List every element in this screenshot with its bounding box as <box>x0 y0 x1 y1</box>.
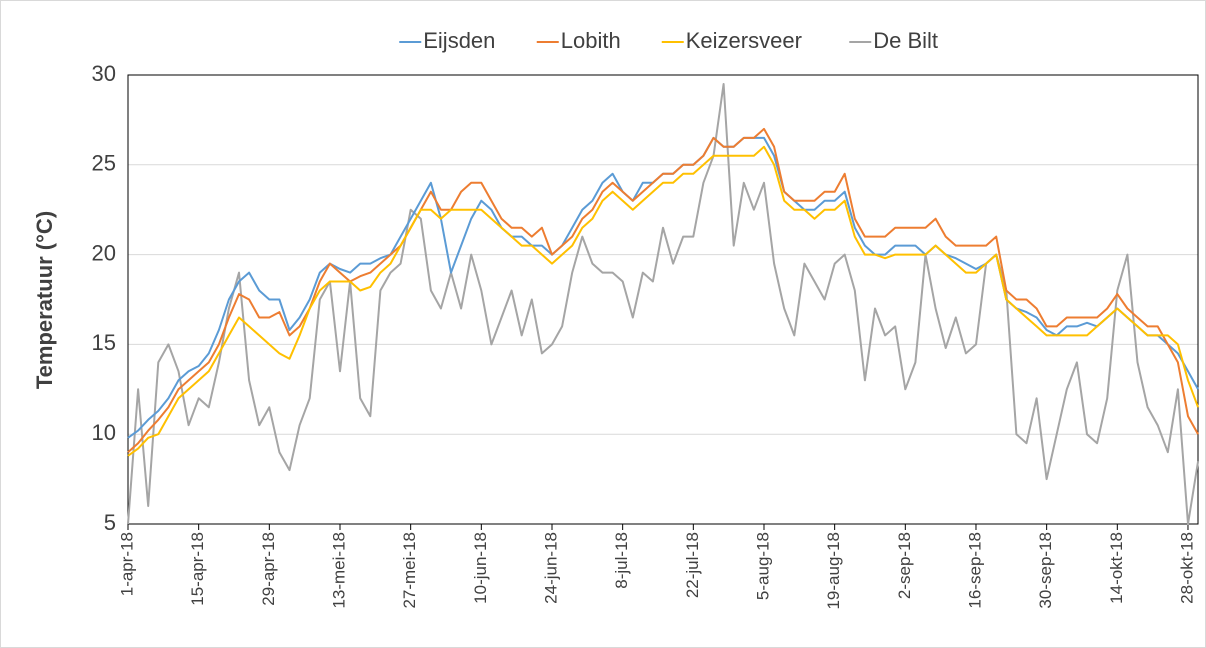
x-tick-label: 13-mei-18 <box>329 532 348 609</box>
x-tick-label: 30-sep-18 <box>1036 532 1055 609</box>
x-tick-label: 8-jul-18 <box>612 532 631 589</box>
x-tick-label: 19-aug-18 <box>824 532 843 610</box>
legend-label: Keizersveer <box>686 28 802 53</box>
x-tick-label: 15-apr-18 <box>188 532 207 606</box>
x-tick-label: 2-sep-18 <box>895 532 914 599</box>
x-tick-label: 29-apr-18 <box>259 532 278 606</box>
y-axis-title: Temperatuur (°C) <box>32 211 57 389</box>
series-line <box>127 83 1200 525</box>
x-tick-label: 24-jun-18 <box>541 532 560 604</box>
y-tick-label: 5 <box>104 510 116 535</box>
x-tick-label: 1-apr-18 <box>117 532 136 596</box>
y-tick-label: 25 <box>92 151 116 176</box>
x-tick-label: 27-mei-18 <box>400 532 419 609</box>
plot-frame <box>127 74 1199 525</box>
x-tick-label: 5-aug-18 <box>753 532 772 600</box>
y-tick-label: 30 <box>92 61 116 86</box>
series-line <box>127 127 1199 453</box>
legend: Eijsden Lobith Keizersveer De Bilt <box>399 28 938 53</box>
legend-label: Lobith <box>561 28 621 53</box>
y-tick-label: 20 <box>92 240 116 265</box>
y-tick-label: 10 <box>92 420 116 445</box>
series-line <box>127 145 1200 457</box>
x-tick-label: 10-jun-18 <box>471 532 490 604</box>
x-tick-label: 28-okt-18 <box>1177 532 1196 604</box>
legend-label: De Bilt <box>873 28 938 53</box>
legend-label: Eijsden <box>423 28 495 53</box>
x-tick-label: 16-sep-18 <box>965 532 984 609</box>
x-tick-label: 14-okt-18 <box>1107 532 1126 604</box>
x-tick-label: 22-jul-18 <box>683 532 702 598</box>
y-tick-label: 15 <box>92 330 116 355</box>
